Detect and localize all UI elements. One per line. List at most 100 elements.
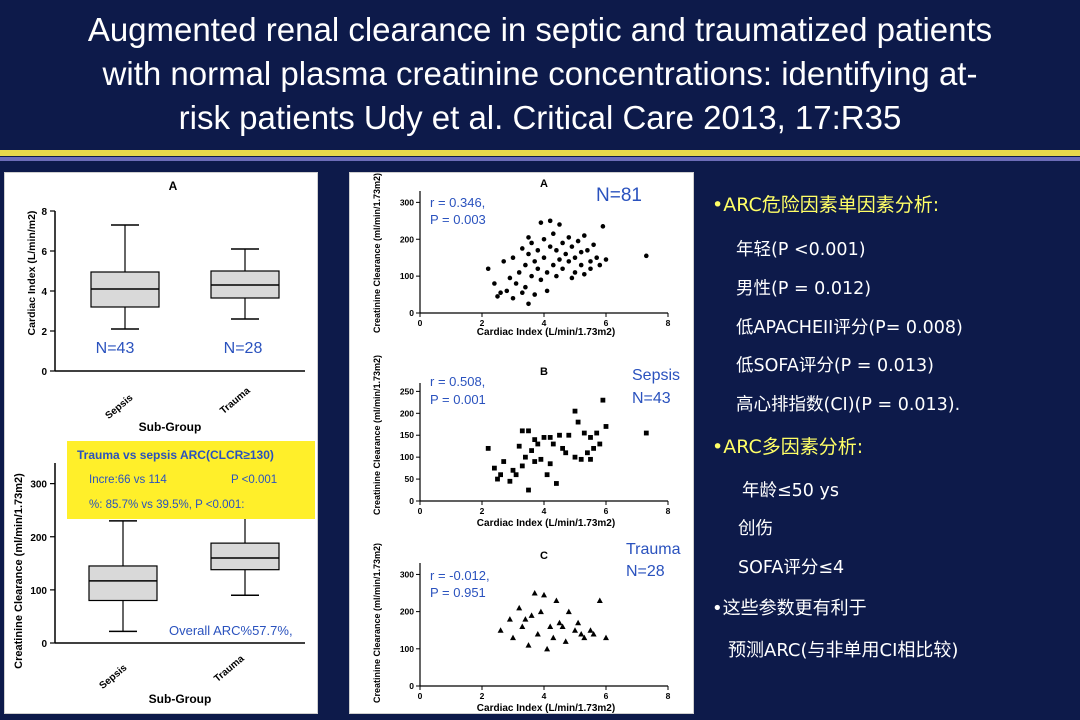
scatter-b-point [513,472,519,478]
scatter-c-point [544,645,551,652]
scatter-a-point [588,259,593,264]
scatter-a-point [591,242,596,248]
scatter-c-point [522,616,529,622]
scatter-a-point [582,271,587,277]
scatter-a-point [526,251,531,257]
scatter-a-point [538,220,544,225]
box-iqr [88,565,158,602]
scatter-a-point [504,288,510,294]
box-iqr [210,542,280,571]
scatter-c-ytick-label: 200 [400,607,414,617]
highlight-box [67,441,315,519]
overall-arc-label: Overall ARC%57.7%, [169,623,293,638]
scatter-b-point [563,450,569,456]
scatter-c-xlabel: Cardiac Index (L/min/1.73m2) [477,703,615,713]
bottom-ylabel: Creatinine Clearance (ml/min/1.73m2) [13,473,25,669]
scatter-a-point [510,295,516,301]
top-n-trauma: N=28 [224,340,263,357]
scatter-a-xlabel: Cardiac Index (L/min/1.73m2) [477,327,615,338]
scatter-a-point [566,259,572,264]
scatter-b-point [600,397,606,403]
divider-yellow [0,150,1080,156]
scatter-c-point [510,634,516,641]
factor-sofa-score: SOFA评分≤4 [738,558,845,578]
scatter-b-point [495,476,500,482]
scatter-b-point [588,456,593,462]
scatter-a-point [557,222,562,227]
scatter-a-point [578,262,584,268]
top-cat-sepsis: Sepsis [104,392,136,421]
scatter-c-point [497,627,504,633]
scatter-b-point [578,456,584,462]
scatter-b-label: B [540,366,548,378]
scatter-c-p: P = 0.951 [430,585,486,600]
scatter-c-ylabel: Creatinine Clearance (ml/min/1.73m2) [372,543,382,703]
scatter-b-xtick-label: 6 [604,506,609,516]
middle-figure-svg: Creatinine Clearance (ml/min/1.73m2) A r… [372,173,681,714]
scatter-b-point [519,463,525,469]
factor-apache: 低APACHEII评分(P= 0.008) [736,318,963,338]
scatter-b-ytick-label: 50 [405,474,415,484]
scatter-a-point [572,270,578,275]
scatter-b-point [643,430,649,436]
scatter-b-p: P = 0.001 [430,392,486,407]
scatter-a-point [600,224,606,229]
bottom-ytick-label: 300 [30,480,47,491]
heading-multivariate: •ARC多因素分析: [712,436,864,458]
scatter-b-point [532,437,538,443]
factor-ci: 高心排指数(CI)(P = 0.013). [736,395,961,415]
highlight-title: Trauma vs sepsis ARC(CLCR≥130) [77,448,274,462]
scatter-c-xtick-label: 0 [418,691,423,701]
scatter-a-point [569,244,575,249]
scatter-b-ytick-label: 0 [409,496,414,506]
scatter-a-point [585,248,590,253]
slide-title: Augmented renal clearance in septic and … [0,8,1080,140]
scatter-c-point [516,604,523,611]
top-ylabel: Cardiac Index (L/min/m2) [26,211,38,336]
scatter-a-point [535,266,541,272]
scatter-a-label: A [540,178,548,190]
highlight-line1-left: Incre:66 vs 114 [89,474,167,486]
scatter-c-point [575,619,582,626]
scatter-b-ytick-label: 100 [400,452,414,462]
scatter-c-point [541,591,547,598]
scatter-a-point [526,301,531,307]
scatter-a-point [603,257,609,262]
scatter-a-point [544,288,550,294]
scatter-b-point [581,430,587,436]
bottom-cat-trauma: Trauma [212,653,247,685]
scatter-b-point [557,432,562,438]
bottom-yticks: 0 100 200 300 [30,480,55,650]
scatter-b-point [585,450,590,456]
scatter-a-n: N=81 [596,185,642,206]
scatter-a-point [594,255,599,260]
scatter-a-point [551,231,556,237]
factor-trauma: 创伤 [738,519,773,539]
scatter-b-point [538,456,544,462]
scatter-b-point [566,432,572,438]
top-n-sepsis: N=43 [96,340,135,357]
scatter-c-point [587,627,594,633]
scatter-c-ytick-label: 100 [400,644,414,654]
scatter-b-point [519,428,525,434]
scatter-c-point [578,630,585,637]
scatter-a-point [575,238,581,244]
highlight-line1-right: P <0.001 [231,474,277,486]
scatter-a-point [520,246,525,251]
scatter-c-point [603,634,609,641]
scatter-b-point [526,428,531,434]
scatter-c-point [556,619,563,626]
scatter-b-point [501,459,507,464]
scatter-b-point [547,435,553,440]
scatter-b-point [597,441,603,447]
top-ytick-label: 8 [41,207,47,218]
scatter-b-point [572,454,578,460]
scatter-a-point [551,262,556,268]
scatter-a-point [501,259,506,264]
top-panel-label: A [169,179,178,193]
top-yticks: 0 2 4 6 8 [41,207,55,378]
top-ytick-label: 0 [41,367,47,378]
scatter-b-point [560,445,565,451]
scatter-b-xtick-label: 2 [480,506,485,516]
scatter-b-point [575,419,581,425]
